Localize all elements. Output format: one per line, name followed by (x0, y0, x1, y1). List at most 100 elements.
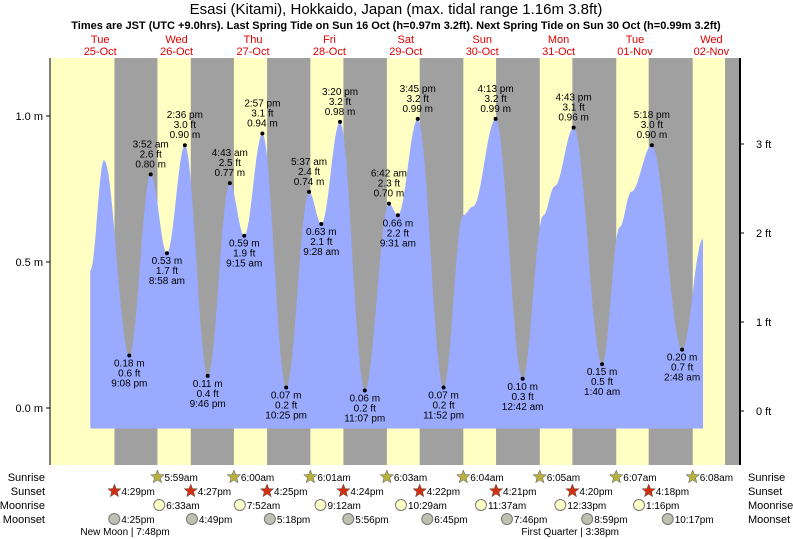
sunset-row-label-right: Sunset (748, 486, 782, 498)
moonset-time: 6:45pm (434, 515, 467, 526)
extreme-ft: 0.2 ft (354, 403, 376, 414)
extreme-time: 6:42 am (371, 169, 407, 180)
sunrise-time: 6:04am (470, 473, 503, 484)
extreme-m: 0.06 m (349, 393, 380, 404)
extreme-time: 11:07 pm (344, 413, 385, 424)
sunrise-time: 6:01am (317, 473, 350, 484)
extreme-m: 0.11 m (193, 379, 223, 390)
extreme-time: 1:40 am (584, 387, 620, 398)
extreme-point (386, 201, 391, 206)
moonrise-moon-icon (153, 499, 166, 511)
moonrise-time: 9:12am (327, 501, 360, 512)
extreme-ft: 0.2 ft (432, 401, 454, 412)
extreme-time: 4:43 am (212, 148, 248, 159)
moonrise-moon-icon (474, 499, 487, 511)
extreme-point (205, 373, 210, 378)
sunrise-time: 6:03am (394, 473, 427, 484)
extreme-ft: 3.0 ft (174, 120, 196, 131)
extreme-point (441, 385, 446, 390)
chart-title: Esasi (Kitami), Hokkaido, Japan (max. ti… (190, 1, 603, 18)
sunrise-star-icon (456, 469, 471, 484)
moonset-time: 10:17pm (675, 515, 714, 526)
day-name: Sun (472, 34, 492, 46)
extreme-m: 0.77 m (215, 168, 246, 179)
sunset-star-icon (183, 483, 199, 498)
extreme-ft: 0.5 ft (591, 377, 613, 388)
extreme-point (362, 388, 367, 393)
day-name: Wed (165, 34, 187, 46)
extreme-time: 9:31 am (380, 238, 416, 249)
sunset-time: 4:27pm (198, 487, 231, 498)
moonrise-row-label: Moonrise (0, 500, 45, 512)
day-date: 28-Oct (313, 46, 346, 58)
moonrise-time: 10:29am (408, 501, 447, 512)
extreme-m: 0.53 m (152, 256, 183, 267)
moonrise-time: 6:33am (166, 501, 199, 512)
y-tick-label: 0.5 m (15, 257, 43, 269)
extreme-m: 0.96 m (558, 113, 589, 124)
extreme-ft: 1.7 ft (156, 266, 178, 277)
moonrise-row-label-right: Moonrise (748, 500, 793, 512)
sunrise-row-label-right: Sunrise (748, 472, 785, 484)
extreme-m: 0.90 m (637, 130, 668, 141)
extreme-m: 0.10 m (507, 382, 538, 393)
sunset-time: 4:18pm (656, 487, 689, 498)
moonset-moon-icon (263, 513, 276, 525)
sunrise-time: 5:59am (164, 473, 197, 484)
sunrise-star-icon (532, 469, 548, 484)
sunset-star-icon (259, 483, 275, 498)
sunrise-star-icon (150, 469, 165, 484)
extreme-ft: 3.2 ft (329, 97, 351, 108)
sunrise-star-icon (608, 469, 624, 484)
y-tick-label: 0.0 m (15, 403, 43, 415)
moonset-moon-icon (342, 513, 355, 525)
extreme-time: 3:20 pm (322, 87, 358, 98)
moonset-row-label-right: Moonset (748, 514, 790, 526)
extreme-ft: 0.3 ft (512, 392, 534, 403)
moonset-moon-icon (185, 513, 198, 525)
y2-tick-label: 2 ft (756, 228, 771, 240)
extreme-m: 0.07 m (428, 391, 459, 402)
extreme-labels: 0.18 m0.6 ft9:08 pm 3:52 am2.6 ft0.80 m 0.… (111, 84, 700, 425)
moon-phase-label: First Quarter | 3:38pm (521, 527, 619, 538)
extreme-m: 0.63 m (306, 227, 337, 238)
day-name: Mon (548, 34, 569, 46)
extreme-point (127, 353, 132, 358)
extreme-m: 0.80 m (135, 159, 166, 170)
day-date: 25-Oct (84, 46, 117, 58)
extreme-ft: 0.6 ft (118, 368, 140, 379)
moonset-time: 4:49pm (199, 515, 232, 526)
day-name: Tue (626, 34, 645, 46)
sunrise-time: 6:08am (700, 473, 733, 484)
extreme-m: 0.20 m (667, 353, 698, 364)
sunset-star-icon (565, 483, 580, 498)
sunrise-star-icon (379, 469, 395, 484)
extreme-ft: 2.3 ft (378, 179, 400, 190)
extreme-m: 0.66 m (383, 218, 414, 229)
extreme-m: 0.18 m (114, 358, 145, 369)
extreme-point (680, 347, 685, 352)
sunset-time: 4:24pm (350, 487, 383, 498)
extreme-time: 9:46 pm (190, 399, 226, 410)
sunset-time: 4:29pm (121, 487, 154, 498)
sunrise-star-icon (226, 469, 242, 484)
extreme-m: 0.74 m (294, 177, 325, 188)
moonset-time: 8:59pm (594, 515, 627, 526)
day-date: 29-Oct (389, 46, 422, 58)
extreme-point (307, 189, 312, 194)
day-date: 31-Oct (542, 46, 575, 58)
day-name: Tue (91, 34, 110, 46)
axes: 1.0 m 0.5 m 0.0 m 3 ft 2 ft 1 ft 0 ft (15, 58, 771, 465)
extreme-time: 3:45 pm (400, 84, 436, 95)
extreme-point (227, 181, 232, 186)
astro-events: Sunrise Sunrise 5:59am 6:00am 6:01am 6:03am 6:… (0, 469, 793, 538)
extreme-point (493, 116, 498, 121)
moonrise-moon-icon (233, 499, 246, 511)
sunset-time: 4:25pm (274, 487, 307, 498)
extreme-ft: 2.6 ft (140, 149, 162, 160)
moonrise-moon-icon (314, 499, 327, 511)
extreme-time: 12:42 am (502, 402, 544, 413)
extreme-point (319, 222, 324, 227)
extreme-point (148, 172, 153, 177)
